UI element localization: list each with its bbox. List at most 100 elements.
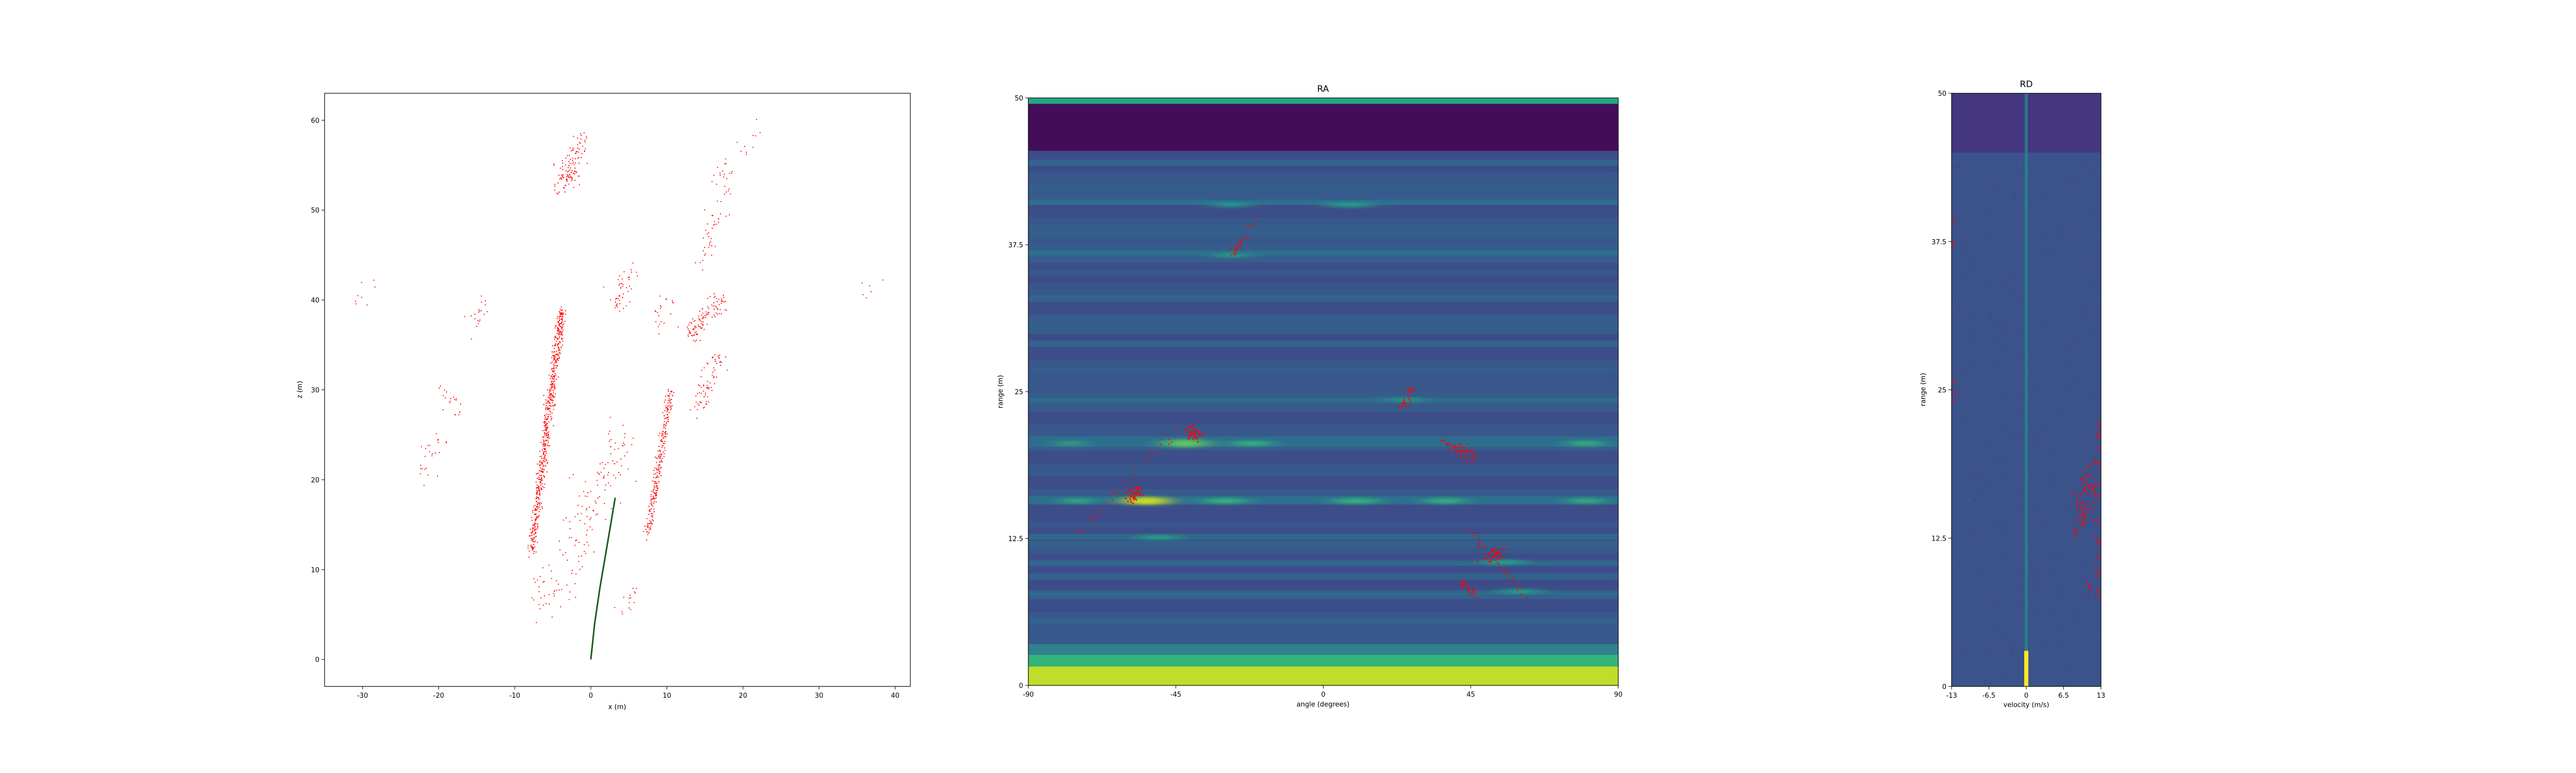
rd-noise-cell	[2023, 605, 2025, 607]
point-cloud-point	[536, 490, 538, 491]
rd-noise-cell	[2034, 442, 2037, 444]
point-cloud-point	[723, 176, 724, 178]
point-cloud-point	[545, 402, 547, 404]
rd-noise-cell	[2065, 349, 2067, 351]
point-cloud-point	[539, 509, 541, 510]
point-cloud-point	[705, 392, 706, 394]
rd-noise-cell	[2094, 372, 2096, 374]
rd-noise-cell	[2000, 224, 2003, 226]
rd-noise-cell	[2064, 483, 2066, 485]
rd-noise-cell	[2072, 441, 2074, 443]
point-cloud-point	[532, 511, 534, 513]
rd-noise-cell	[1957, 166, 1960, 169]
point-cloud-point	[648, 527, 650, 529]
rd-detection-point	[2083, 481, 2085, 483]
point-cloud-point	[586, 530, 588, 531]
ra-detection-point	[1238, 244, 1239, 245]
rd-detection-point	[2097, 541, 2099, 543]
rd-noise-cell	[2093, 345, 2095, 347]
point-cloud-point	[572, 147, 574, 149]
rd-noise-cell	[2072, 211, 2075, 213]
rd-noise-cell	[2061, 228, 2063, 230]
point-cloud-point	[558, 324, 560, 326]
ra-range-stripe	[1028, 269, 1618, 276]
rd-noise-cell	[2065, 386, 2068, 388]
point-cloud-point	[660, 467, 662, 469]
ra-detection-point	[1409, 387, 1411, 389]
point-cloud-point	[672, 300, 673, 301]
point-cloud-point	[629, 285, 631, 287]
point-cloud-point	[655, 495, 656, 497]
ra-detection-point	[1188, 426, 1190, 428]
point-cloud-point	[709, 244, 710, 246]
ra-detection-point	[1496, 552, 1498, 554]
point-cloud-point	[543, 443, 545, 444]
ra-detection-point	[1128, 493, 1130, 495]
point-cloud-point	[481, 310, 482, 311]
point-cloud-point	[537, 523, 538, 525]
point-cloud-point	[552, 382, 553, 384]
point-cloud-point	[445, 397, 446, 399]
point-cloud-point	[711, 255, 713, 256]
point-cloud-point	[431, 453, 433, 455]
rd-detection-point	[2087, 485, 2089, 487]
rd-noise-cell	[2097, 613, 2099, 615]
rd-noise-cell	[1958, 563, 1960, 565]
point-cloud-point	[618, 284, 620, 286]
point-cloud-point	[551, 357, 552, 358]
ra-intensity-blob	[1425, 498, 1465, 504]
point-cloud-point	[547, 436, 548, 439]
point-cloud-point	[630, 269, 632, 271]
rd-noise-cell	[2076, 561, 2079, 563]
ra-range-stripe	[1028, 327, 1618, 334]
point-cloud-point	[547, 406, 548, 408]
rd-detection-point	[2084, 490, 2086, 492]
point-cloud-point	[609, 485, 611, 486]
ra-detection-point	[1406, 405, 1409, 407]
point-cloud-point	[655, 497, 657, 498]
ra-detection-point	[1504, 570, 1506, 572]
point-cloud-point	[550, 362, 552, 364]
rd-noise-cell	[2063, 418, 2066, 420]
point-cloud-point	[726, 178, 727, 179]
rd-noise-cell	[1958, 554, 1961, 557]
point-cloud-point	[719, 172, 721, 174]
rd-noise-cell	[2005, 516, 2007, 518]
rd-noise-cell	[2078, 540, 2081, 542]
point-cloud-point	[708, 247, 709, 248]
point-cloud-point	[605, 484, 606, 486]
ra-detection-point	[1160, 444, 1162, 445]
point-cloud-point	[573, 163, 575, 165]
rd-detection-point	[2091, 520, 2093, 523]
rd-noise-cell	[2045, 551, 2047, 553]
ra-detection-point	[1489, 561, 1492, 563]
point-cloud-point	[553, 404, 555, 406]
ra-detection-point	[1450, 444, 1452, 446]
ra-detection-point	[1499, 555, 1501, 557]
rd-noise-cell	[2087, 324, 2090, 326]
rd-x-tick-label: -13	[1946, 692, 1957, 700]
point-cloud-point	[536, 516, 537, 518]
point-cloud-point	[694, 320, 696, 322]
point-cloud-point	[728, 214, 730, 215]
rd-noise-cell	[2008, 433, 2011, 435]
rd-noise-cell	[1973, 331, 1975, 333]
ra-detection-point	[1236, 253, 1238, 254]
rd-detection-point	[2094, 485, 2096, 488]
ra-detection-point	[1498, 563, 1500, 565]
point-cloud-point	[361, 282, 362, 283]
point-cloud-point	[574, 153, 576, 154]
rd-noise-cell	[2013, 381, 2015, 383]
ra-detection-point	[1402, 402, 1404, 404]
rd-noise-cell	[1970, 635, 1973, 637]
point-cloud-point	[545, 427, 546, 428]
point-cloud-point	[607, 462, 609, 463]
point-cloud-point	[559, 549, 561, 551]
rd-noise-cell	[2061, 322, 2063, 324]
point-cloud-point	[355, 303, 357, 305]
point-cloud-point	[706, 324, 708, 325]
point-cloud-point	[653, 486, 655, 488]
point-cloud-point	[724, 309, 726, 310]
ra-detection-point	[1466, 451, 1467, 453]
point-cloud-point	[664, 433, 666, 435]
